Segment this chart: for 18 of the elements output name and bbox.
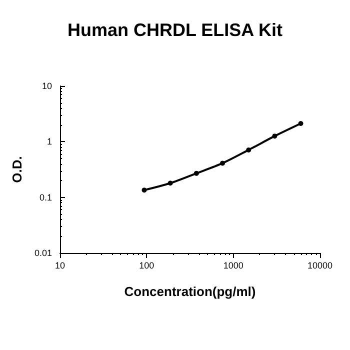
y-tick-label: 0.01	[34, 248, 52, 258]
y-axis-title: O.D.	[10, 156, 25, 183]
x-axis-title: Concentration(pg/ml)	[124, 284, 256, 299]
point	[220, 160, 226, 166]
point	[142, 188, 147, 193]
x-tick-label: 10000	[307, 260, 333, 270]
y-tick-label: 10	[42, 81, 52, 91]
point	[168, 180, 173, 186]
y-tick-label: 1	[46, 136, 52, 147]
x-tick-label: 10	[54, 260, 66, 270]
chart-title: Human CHRDL ELISA Kit	[67, 20, 283, 40]
x-tick-label: 1000	[223, 260, 244, 270]
y-tick-label: 0.1	[39, 192, 52, 202]
point	[194, 170, 199, 176]
point	[246, 147, 252, 152]
x-tick-label: 100	[139, 260, 154, 270]
point	[298, 121, 304, 126]
point	[272, 134, 278, 139]
